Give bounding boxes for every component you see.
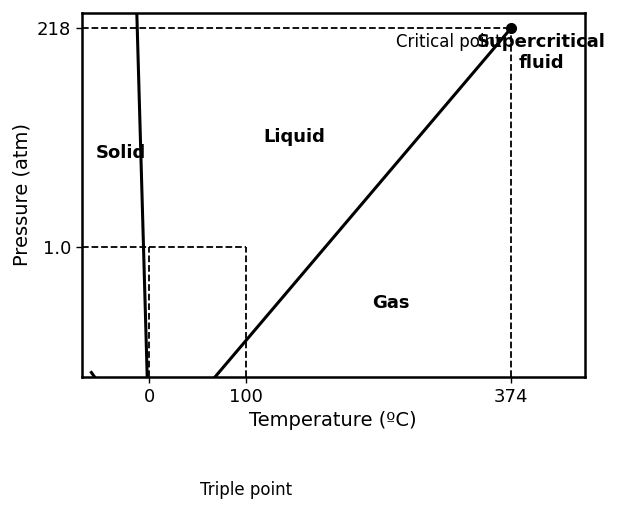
Y-axis label: Pressure (atm): Pressure (atm)	[12, 123, 32, 266]
X-axis label: Temperature (ºC): Temperature (ºC)	[249, 411, 417, 430]
Text: Supercritical
fluid: Supercritical fluid	[477, 33, 606, 72]
Text: Gas: Gas	[373, 294, 410, 312]
Text: Critical point: Critical point	[397, 33, 502, 51]
Text: Triple point: Triple point	[200, 481, 292, 499]
Text: Liquid: Liquid	[264, 128, 326, 146]
Text: Solid: Solid	[95, 144, 146, 162]
